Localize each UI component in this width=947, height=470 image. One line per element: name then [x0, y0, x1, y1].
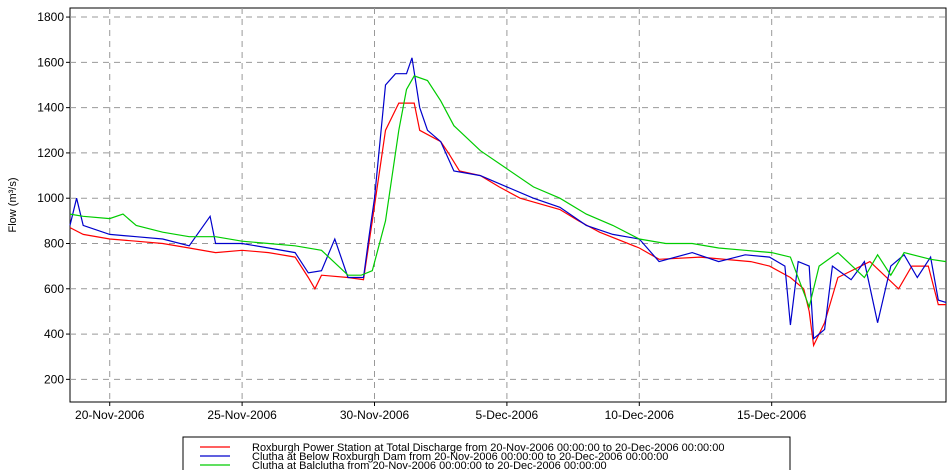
- y-tick-label: 1800: [37, 10, 64, 24]
- x-tick-label: 10-Dec-2006: [605, 408, 675, 422]
- y-tick-label: 1200: [37, 146, 64, 160]
- legend-label: Roxburgh Power Station at Total Discharg…: [252, 442, 724, 454]
- x-tick-label: 5-Dec-2006: [476, 408, 539, 422]
- y-tick-label: 600: [44, 282, 64, 296]
- x-tick-label: 25-Nov-2006: [207, 408, 277, 422]
- x-tick-label: 15-Dec-2006: [737, 408, 807, 422]
- y-tick-label: 800: [44, 236, 64, 250]
- y-tick-label: 200: [44, 372, 64, 386]
- y-axis-label: Flow (m³/s): [7, 178, 19, 233]
- x-tick-label: 30-Nov-2006: [340, 408, 410, 422]
- y-tick-label: 1600: [37, 55, 64, 69]
- series-line: [69, 57, 947, 340]
- legend-box: [182, 436, 791, 470]
- x-tick-label: 20-Nov-2006: [75, 408, 145, 422]
- legend-label: Clutha at Balclutha from 20-Nov-2006 00:…: [252, 460, 607, 470]
- plot-frame: [69, 7, 947, 403]
- y-tick-label: 1000: [37, 191, 64, 205]
- y-tick-label: 1400: [37, 101, 64, 115]
- y-tick-label: 400: [44, 327, 64, 341]
- series-line: [69, 75, 947, 309]
- legend-label: Clutha at Below Roxburgh Dam from 20-Nov…: [252, 451, 668, 463]
